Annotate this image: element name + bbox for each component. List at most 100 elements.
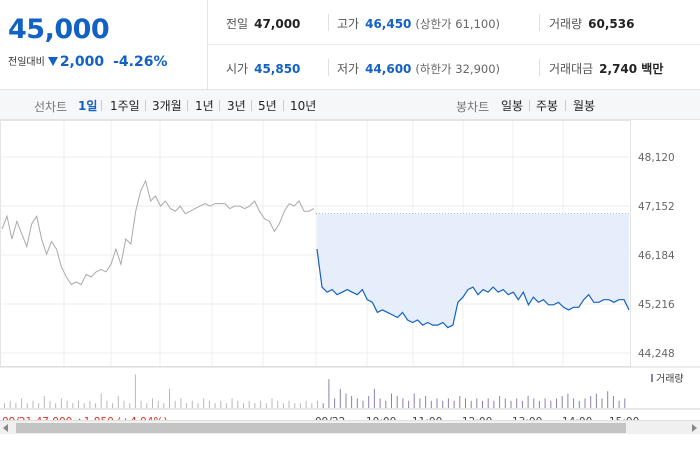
volume-bar [129, 403, 131, 408]
scroll-left-icon[interactable] [3, 424, 8, 432]
scroll-right-icon[interactable] [692, 424, 697, 432]
candle-chart-title: 봉차트 [456, 100, 490, 114]
volume-bar [174, 400, 176, 408]
prev-close-stat: 전일 47,000 [226, 15, 300, 32]
intraday-price-chart[interactable]: 48,120 47,152 46,184 45,216 44,248 거래량 09/21 4… [0, 120, 700, 420]
volume-bar [100, 393, 102, 408]
x-tick-label: 10:00 [366, 416, 396, 420]
volume-bar [499, 396, 501, 408]
low-stat: 저가 44,600 (하한가 32,900) [337, 60, 500, 77]
volume-bar [15, 403, 17, 408]
x-tick-label: 12:00 [462, 416, 492, 420]
volume-bar [21, 398, 23, 408]
volume-bar [157, 400, 159, 408]
price-box: 45,000 전일대비 2,000 -4.26% [0, 0, 208, 90]
volume-bar [442, 400, 444, 408]
volume-label: 거래량 [549, 17, 583, 31]
divider [328, 14, 329, 31]
chart-scrollbar[interactable] [0, 420, 700, 434]
volume-bar [225, 403, 227, 408]
volume-bar [140, 400, 142, 408]
prev-day-price-line [1, 179, 315, 286]
volume-bar [465, 398, 466, 408]
volume-bar [419, 398, 421, 408]
open-label: 시가 [226, 62, 249, 76]
tab-3months[interactable]: 3개월 [152, 99, 182, 113]
tab-10years[interactable]: 10년 [290, 99, 317, 113]
volume-bar [146, 403, 148, 408]
volume-bar [561, 396, 563, 408]
divider [187, 100, 188, 111]
volume-bar [288, 400, 290, 408]
volume-bar [573, 398, 575, 408]
volume-bar [607, 391, 609, 408]
volume-bar [237, 400, 239, 408]
volume-bar [373, 388, 375, 408]
volume-bar [112, 403, 114, 408]
scroll-thumb[interactable] [16, 423, 626, 433]
volume-legend-swatch [651, 374, 653, 382]
volume-bar [123, 400, 125, 408]
tab-1day[interactable]: 1일 [78, 99, 98, 113]
divider [251, 100, 252, 111]
tab-daily-candle[interactable]: 일봉 [501, 99, 524, 113]
high-label: 고가 [337, 17, 360, 31]
volume-bar [618, 400, 620, 408]
volume-bar [299, 403, 301, 408]
volume-bar [163, 403, 165, 408]
volume-bar [106, 400, 108, 408]
volume-bar [504, 398, 506, 408]
trade-value-stat: 거래대금 2,740 백만 [549, 60, 663, 77]
volume-bar [538, 400, 540, 408]
stats-row-2: 시가 45,850 저가 44,600 (하한가 32,900) 거래대금 2,740 … [208, 45, 700, 90]
volume-bar [83, 403, 85, 408]
y-tick-label: 46,184 [638, 250, 675, 262]
volume-bar [95, 403, 97, 408]
volume-bar [89, 400, 91, 408]
tab-5years[interactable]: 5년 [258, 99, 277, 113]
volume-bar [243, 403, 244, 408]
volume-bar [430, 400, 432, 408]
today-price-area [317, 213, 629, 328]
volume-bar [351, 396, 353, 408]
volume-bar [72, 403, 74, 408]
volume-bar [169, 388, 170, 408]
volume-bar [590, 396, 592, 408]
volume-bar [208, 400, 210, 408]
divider [529, 100, 530, 111]
volume-bar [487, 398, 489, 408]
volume-bar [294, 403, 296, 408]
high-value: 46,450 [365, 17, 412, 31]
tab-1week[interactable]: 1주일 [110, 99, 140, 113]
volume-bar [447, 398, 449, 408]
volume-bar [379, 398, 381, 408]
volume-bar [436, 398, 438, 408]
tab-monthly-candle[interactable]: 월봉 [573, 99, 596, 113]
volume-bar [567, 393, 569, 408]
tab-3years[interactable]: 3년 [227, 99, 246, 113]
stats-row-1: 전일 47,000 고가 46,450 (상한가 61,100) 거래량 60,536 [208, 0, 700, 45]
x-tick-label: 09/22 [315, 416, 345, 420]
prev-close-label: 전일 [226, 17, 249, 31]
low-value: 44,600 [365, 62, 412, 76]
volume-bar [339, 388, 341, 408]
low-label: 저가 [337, 62, 360, 76]
tab-weekly-candle[interactable]: 주봉 [536, 99, 559, 113]
volume-bar [197, 403, 199, 408]
volume-bar [516, 398, 518, 408]
stock-summary: 45,000 전일대비 2,000 -4.26% 전일 47,000 고가 46,450… [0, 0, 700, 90]
volume-bar [476, 398, 478, 408]
lower-limit: (하한가 32,900) [415, 62, 501, 76]
open-value: 45,850 [254, 62, 301, 76]
volume-bar [9, 400, 11, 408]
volume-bar [4, 403, 5, 408]
volume-bar [544, 398, 546, 408]
volume-bar [533, 398, 535, 408]
today-price-line [316, 249, 630, 329]
tab-1year[interactable]: 1년 [195, 99, 214, 113]
volume-bar [214, 403, 216, 408]
divider [565, 100, 566, 111]
volume-bar [408, 400, 410, 408]
volume-bar [322, 403, 324, 408]
y-tick-label: 47,152 [638, 201, 675, 213]
